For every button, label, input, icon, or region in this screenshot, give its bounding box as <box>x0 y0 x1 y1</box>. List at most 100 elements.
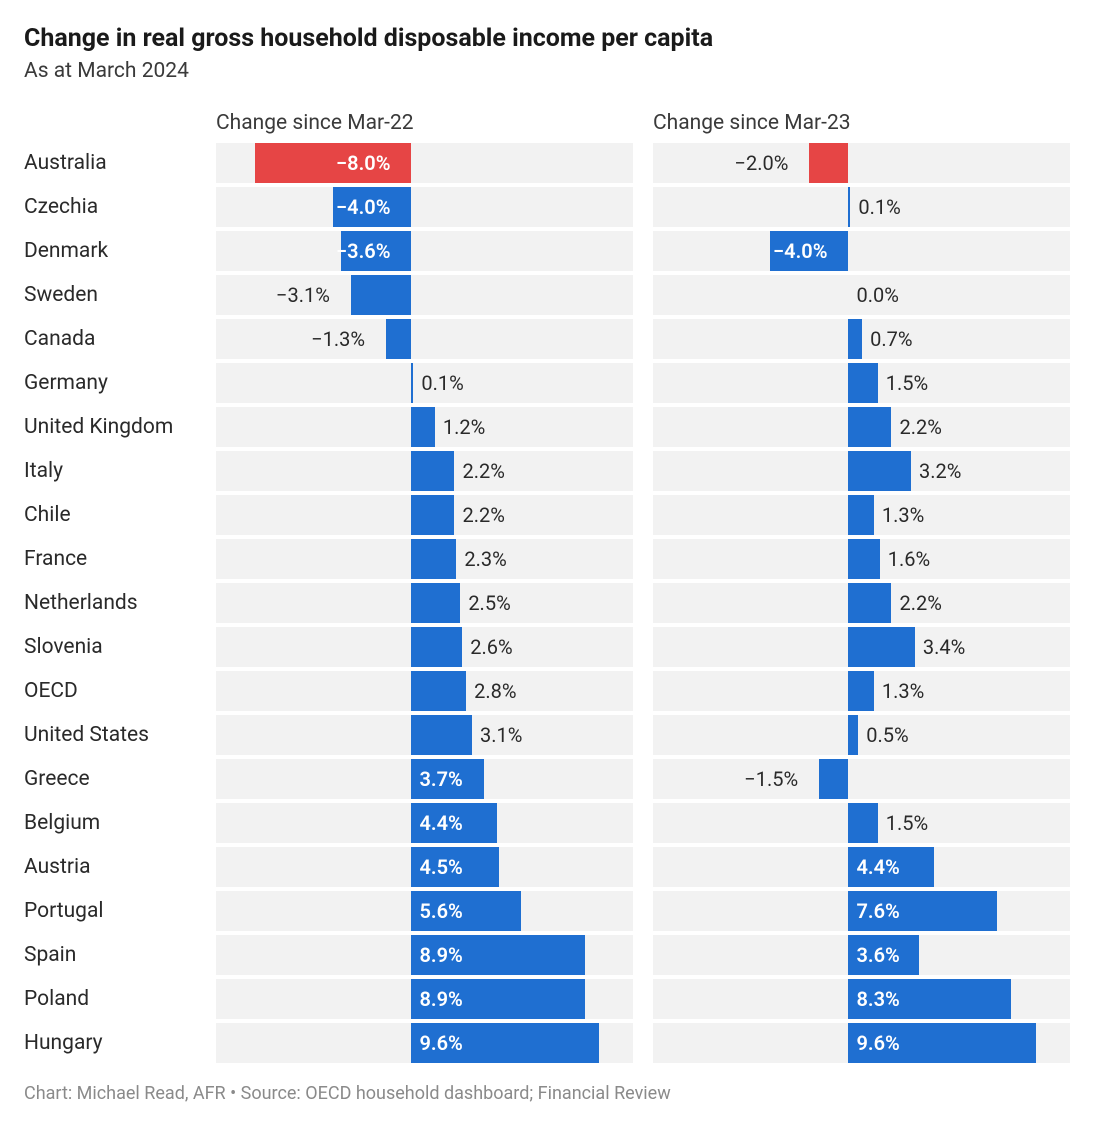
value-label: −4.0% <box>336 187 390 227</box>
value-label: −4.0% <box>773 231 827 271</box>
chart-row: Portugal5.6%7.6% <box>24 891 1070 931</box>
panel-headers: Change since Mar-22 Change since Mar-23 <box>24 111 1070 135</box>
value-label: 3.7% <box>419 759 462 799</box>
chart-panel: 2.2% <box>653 407 1070 447</box>
chart-panel: 1.3% <box>653 495 1070 535</box>
chart-panel: 4.4% <box>653 847 1070 887</box>
bar <box>848 187 850 227</box>
chart-row: Canada −1.3% 0.7% <box>24 319 1070 359</box>
panel-header-right: Change since Mar-23 <box>653 111 1070 135</box>
value-label: 1.2% <box>443 407 485 447</box>
chart-row: Greece3.7%−1.5% <box>24 759 1070 799</box>
chart-panel: 7.6% <box>653 891 1070 931</box>
value-label: −1.3% <box>311 319 365 359</box>
chart-panel: 3.2% <box>653 451 1070 491</box>
chart-row: Austria 4.5% 4.4% <box>24 847 1070 887</box>
chart-panel: 2.2% <box>653 583 1070 623</box>
chart-panel: −3.6% <box>216 231 633 271</box>
value-label: 3.6% <box>856 935 899 975</box>
chart-title: Change in real gross household disposabl… <box>24 24 1070 53</box>
value-label: −2.0% <box>735 143 789 183</box>
chart-row: Czechia−4.0%0.1% <box>24 187 1070 227</box>
value-label: −3.1% <box>276 275 330 315</box>
country-label: Spain <box>24 935 216 975</box>
country-label: Hungary <box>24 1023 216 1063</box>
chart-panel: 3.4% <box>653 627 1070 667</box>
country-label: Slovenia <box>24 627 216 667</box>
value-label: 8.9% <box>419 979 462 1019</box>
chart-panel: 1.2% <box>216 407 633 447</box>
value-label: −3.6% <box>336 231 390 271</box>
chart-panel: 8.3% <box>653 979 1070 1019</box>
bar <box>411 495 454 535</box>
value-label: 2.8% <box>474 671 516 711</box>
chart-panel: 2.2% <box>216 495 633 535</box>
country-label: United Kingdom <box>24 407 216 447</box>
chart-panel: −8.0% <box>216 143 633 183</box>
bar <box>848 407 891 447</box>
bar <box>848 319 862 359</box>
value-label: 0.1% <box>421 363 463 403</box>
country-label: Canada <box>24 319 216 359</box>
chart-row: OECD2.8%1.3% <box>24 671 1070 711</box>
chart-panel: 0.0% <box>653 275 1070 315</box>
value-label: 1.3% <box>882 495 924 535</box>
country-label: Australia <box>24 143 216 183</box>
chart-panel: 2.2% <box>216 451 633 491</box>
value-label: 0.5% <box>866 715 908 755</box>
value-label: 7.6% <box>856 891 899 931</box>
bar <box>848 363 877 403</box>
panel-header-left: Change since Mar-22 <box>216 111 633 135</box>
bar <box>848 627 914 667</box>
chart-row: Sweden−3.1%0.0% <box>24 275 1070 315</box>
bar <box>411 407 434 447</box>
chart-panel: 3.6% <box>653 935 1070 975</box>
chart-panel: 4.4% <box>216 803 633 843</box>
value-label: 2.2% <box>899 407 941 447</box>
value-label: −8.0% <box>336 143 390 183</box>
bar <box>411 671 466 711</box>
chart-row: United Kingdom 1.2% 2.2% <box>24 407 1070 447</box>
value-label: 1.5% <box>886 803 928 843</box>
country-label: Denmark <box>24 231 216 271</box>
country-label: Chile <box>24 495 216 535</box>
chart-panel: −3.1% <box>216 275 633 315</box>
chart-panel: 0.7% <box>653 319 1070 359</box>
chart-row: Spain 8.9% 3.6% <box>24 935 1070 975</box>
country-label: Netherlands <box>24 583 216 623</box>
bar <box>411 627 462 667</box>
chart-panel: 0.1% <box>216 363 633 403</box>
chart-panel: 8.9% <box>216 935 633 975</box>
value-label: 8.9% <box>419 935 462 975</box>
bar <box>411 715 472 755</box>
chart-panel: 4.5% <box>216 847 633 887</box>
bar <box>819 759 848 799</box>
country-label: United States <box>24 715 216 755</box>
chart-panel: 1.5% <box>653 363 1070 403</box>
value-label: 9.6% <box>856 1023 899 1063</box>
chart-footer: Chart: Michael Read, AFR • Source: OECD … <box>24 1083 1070 1104</box>
country-label: Austria <box>24 847 216 887</box>
chart-panel: 0.5% <box>653 715 1070 755</box>
chart-panel: 1.6% <box>653 539 1070 579</box>
value-label: 3.1% <box>480 715 522 755</box>
country-label: OECD <box>24 671 216 711</box>
value-label: 2.5% <box>468 583 510 623</box>
bar <box>411 583 460 623</box>
chart-panel: 2.5% <box>216 583 633 623</box>
chart-row: Italy2.2% 3.2% <box>24 451 1070 491</box>
value-label: 3.4% <box>923 627 965 667</box>
value-label: 3.2% <box>919 451 961 491</box>
bar <box>848 495 873 535</box>
value-label: 9.6% <box>419 1023 462 1063</box>
country-label: Belgium <box>24 803 216 843</box>
country-label: Poland <box>24 979 216 1019</box>
chart-panel: 0.1% <box>653 187 1070 227</box>
country-label: Italy <box>24 451 216 491</box>
country-label: France <box>24 539 216 579</box>
value-label: 4.5% <box>419 847 462 887</box>
chart-panel: −4.0% <box>216 187 633 227</box>
chart-row: Chile2.2% 1.3% <box>24 495 1070 535</box>
value-label: 5.6% <box>419 891 462 931</box>
bar <box>848 451 911 491</box>
